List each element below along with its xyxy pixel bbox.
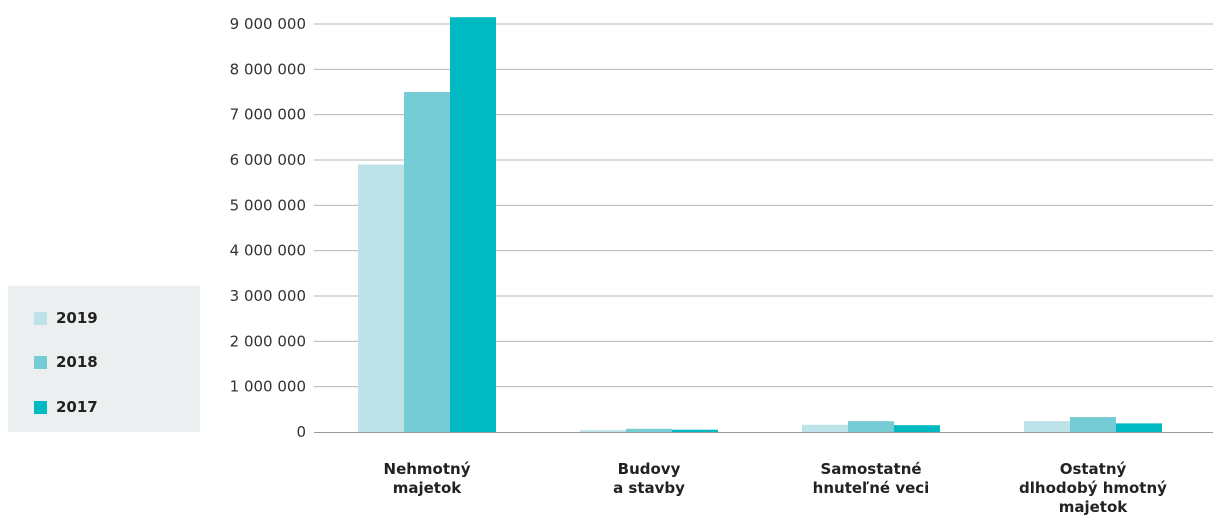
bar-2019 [1024,421,1070,432]
legend-item-2017: 2017 [34,397,98,417]
x-category-label: Ostatný dlhodobý hmotný majetok [1019,460,1167,516]
bar-2017 [894,425,940,432]
y-tick-label: 3 000 000 [230,287,306,305]
bar-2019 [358,164,404,433]
bar-2018 [626,428,672,432]
bar-2018 [848,421,894,432]
bar-2018 [404,92,450,432]
legend-item-2019: 2019 [34,308,98,328]
x-category-label: Budovy a stavby [613,460,685,497]
y-tick-label: 1 000 000 [230,378,306,396]
legend: 2019 2018 2017 [8,286,200,432]
x-axis-labels: Nehmotný majetok Budovy a stavby Samostatné h… [384,460,1168,516]
y-tick-label: 6 000 000 [230,151,306,169]
legend-label-2018: 2018 [56,353,98,371]
bars [358,17,1162,433]
x-category-label: Samostatné hnuteľné veci [813,460,930,497]
legend-swatch-2018 [34,355,47,369]
y-tick-label: 7 000 000 [230,106,306,124]
bar-2017 [672,429,718,432]
x-category-label: Nehmotný majetok [384,460,471,497]
legend-label-2017: 2017 [56,398,98,416]
y-tick-label: 8 000 000 [230,60,306,78]
legend-swatch-2017 [34,400,47,414]
y-tick-label: 5 000 000 [230,196,306,214]
bar-2018 [1070,417,1116,432]
legend-label-2019: 2019 [56,309,98,327]
bar-2017 [450,17,496,432]
y-tick-label: 2 000 000 [230,332,306,350]
y-tick-label: 0 [296,423,306,441]
legend-item-2018: 2018 [34,352,98,372]
legend-swatch-2019 [34,311,47,325]
y-tick-label: 9 000 000 [230,15,306,33]
bar-2019 [580,430,626,432]
y-tick-label: 4 000 000 [230,242,306,260]
y-axis-ticks: 0 1 000 000 2 000 000 3 000 000 4 000 000 5 0… [230,15,306,441]
bar-2019 [802,424,848,432]
bar-2017 [1116,423,1162,432]
